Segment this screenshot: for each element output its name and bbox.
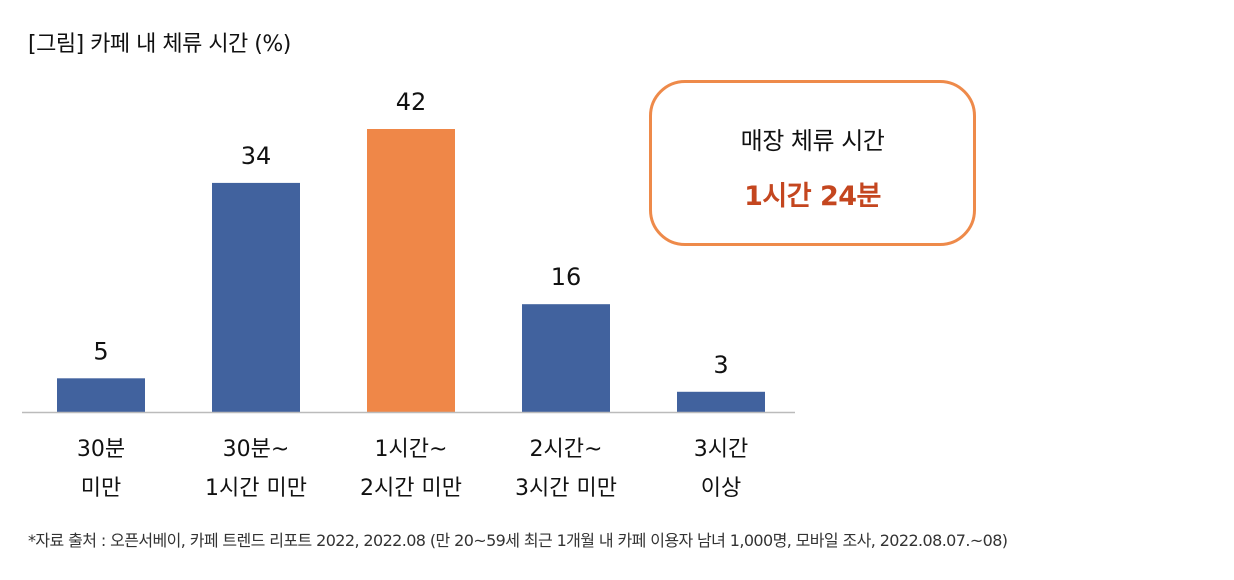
category-label: 3시간 — [694, 437, 748, 462]
category-label: 1시간~ — [375, 437, 448, 462]
category-label: 3시간 미만 — [515, 476, 617, 501]
callout-value: 1시간 24분 — [744, 181, 881, 212]
callout-label: 매장 체류 시간 — [740, 127, 885, 155]
bar — [367, 129, 455, 412]
data-label: 5 — [93, 337, 108, 365]
category-label: 2시간~ — [530, 437, 603, 462]
data-label: 3 — [713, 351, 728, 379]
bar — [677, 391, 765, 412]
bar — [212, 182, 300, 412]
callout-box: 매장 체류 시간 1시간 24분 — [649, 80, 976, 246]
bar — [57, 378, 145, 412]
data-label: 42 — [396, 88, 427, 116]
category-label: 미만 — [81, 476, 121, 501]
data-label: 34 — [241, 142, 272, 170]
category-label: 이상 — [701, 476, 741, 501]
category-label: 30분 — [77, 437, 125, 462]
bar — [522, 304, 610, 412]
category-label: 2시간 미만 — [360, 476, 462, 501]
footnote: *자료 출처 : 오픈서베이, 카페 트렌드 리포트 2022, 2022.08… — [28, 531, 1008, 550]
chart-title: [그림] 카페 내 체류 시간 (%) — [28, 32, 291, 57]
category-label: 1시간 미만 — [205, 476, 307, 501]
data-label: 16 — [551, 263, 582, 291]
category-label: 30분~ — [223, 437, 290, 462]
